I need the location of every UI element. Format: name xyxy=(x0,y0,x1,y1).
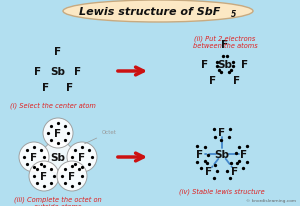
Text: F: F xyxy=(54,47,61,57)
Circle shape xyxy=(43,118,73,148)
Text: F: F xyxy=(206,166,213,176)
Text: F: F xyxy=(231,166,239,176)
Text: (i) Select the center atom: (i) Select the center atom xyxy=(10,102,96,108)
Circle shape xyxy=(67,142,97,172)
Text: (ii) Put 2 electrons
between the atoms: (ii) Put 2 electrons between the atoms xyxy=(193,35,257,48)
Text: Sb: Sb xyxy=(218,60,232,70)
Text: Lewis structure of SbF: Lewis structure of SbF xyxy=(79,7,221,17)
Text: Sb: Sb xyxy=(214,149,230,159)
Text: © knordislearning.com: © knordislearning.com xyxy=(246,198,296,202)
Text: F: F xyxy=(66,83,74,92)
Text: F: F xyxy=(30,152,38,162)
Text: F: F xyxy=(42,83,50,92)
Circle shape xyxy=(19,142,49,172)
Text: F: F xyxy=(218,127,226,137)
Text: F: F xyxy=(54,128,61,138)
Circle shape xyxy=(29,161,59,191)
Text: F: F xyxy=(201,60,208,70)
Text: Sb: Sb xyxy=(50,67,65,77)
Text: F: F xyxy=(240,149,247,159)
Circle shape xyxy=(42,141,74,173)
Text: F: F xyxy=(221,40,229,50)
Ellipse shape xyxy=(63,1,253,23)
Text: F: F xyxy=(40,171,48,181)
Text: 5: 5 xyxy=(231,10,237,19)
Text: F: F xyxy=(196,149,204,159)
Text: F: F xyxy=(68,171,76,181)
Text: Sb: Sb xyxy=(50,152,65,162)
Text: F: F xyxy=(74,67,82,77)
Text: (iii) Complete the octet on
outside atoms: (iii) Complete the octet on outside atom… xyxy=(14,195,102,206)
Text: F: F xyxy=(78,152,85,162)
Text: (iv) Stable lewis structure: (iv) Stable lewis structure xyxy=(179,187,265,194)
Text: F: F xyxy=(242,60,249,70)
Text: F: F xyxy=(209,76,217,85)
Text: Octet: Octet xyxy=(85,130,117,144)
Text: F: F xyxy=(233,76,241,85)
Circle shape xyxy=(57,161,87,191)
Text: F: F xyxy=(34,67,42,77)
